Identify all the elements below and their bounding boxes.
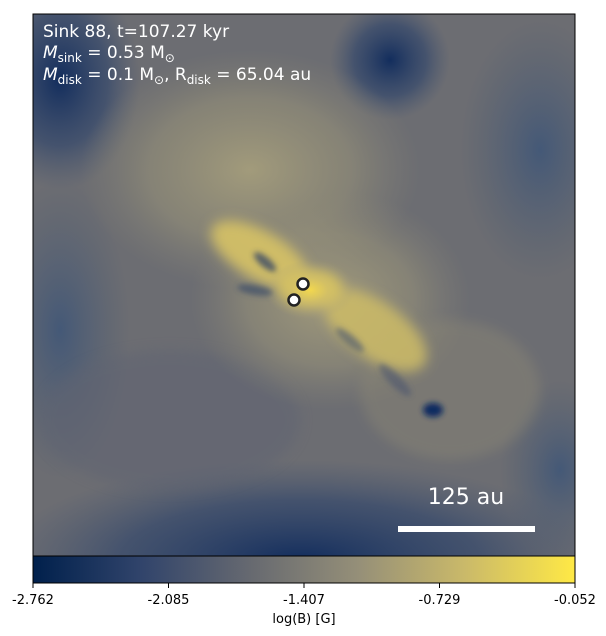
sink-marker: [296, 277, 310, 291]
colorbar: -2.762 -2.085 -1.407 -0.729 -0.052 log(B) [G…: [12, 555, 596, 627]
colorbar-ticks: -2.762 -2.085 -1.407 -0.729 -0.052: [12, 583, 596, 608]
scale-bar-label: 125 au: [428, 485, 504, 510]
colorbar-gradient: [32, 555, 576, 584]
colorbar-tick-label: -0.052: [554, 593, 596, 608]
colorbar-tick-label: -0.729: [419, 593, 461, 608]
colorbar-tick-label: -2.762: [12, 593, 54, 608]
colorbar-tick-label: -2.085: [148, 593, 190, 608]
sink-marker: [287, 293, 301, 307]
annotation: Sink 88, t=107.27 kyr Msink = 0.53 M⊙ Md…: [43, 22, 311, 87]
sink-particles: [287, 277, 310, 307]
colorbar-label: log(B) [G]: [272, 612, 335, 627]
colorbar-tick-label: -1.407: [283, 593, 325, 608]
scale-bar: 125 au: [398, 485, 535, 532]
annotation-line-1: Sink 88, t=107.27 kyr: [43, 22, 229, 42]
annotation-line-2: Msink = 0.53 M⊙: [43, 43, 175, 65]
scale-bar-line: [398, 526, 535, 532]
annotation-line-3: Mdisk = 0.1 M⊙, Rdisk = 65.04 au: [43, 65, 311, 87]
